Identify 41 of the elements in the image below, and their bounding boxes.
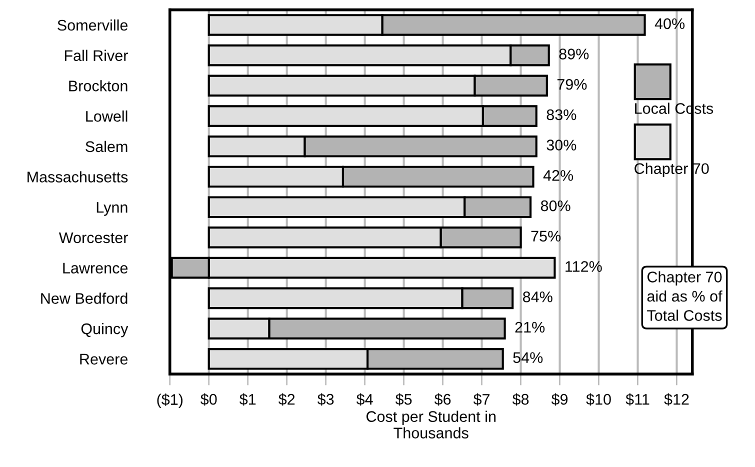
x-tick-label: $0	[200, 393, 217, 406]
x-tick-label: $4	[356, 393, 373, 406]
annotation: 89%	[559, 48, 589, 60]
x-tick-label: $1	[240, 393, 256, 406]
annotation: 21%	[515, 322, 545, 333]
y-tick-label: Worcester	[58, 232, 128, 244]
annotation: 75%	[531, 230, 561, 242]
x-tick-label: ($1)	[157, 394, 183, 408]
annotation: 112%	[566, 261, 602, 272]
y-tick-label: Lawrence	[63, 262, 128, 274]
y-tick-label: New Bedford	[41, 292, 128, 304]
x-tick-label: $8	[512, 393, 529, 406]
y-tick-label: Somerville	[58, 19, 128, 31]
y-tick-label: Lowell	[86, 110, 128, 122]
y-tick-label: Massachusetts	[28, 171, 128, 182]
x-tick-label: $7	[473, 393, 490, 406]
legend-label: Chapter 70	[634, 162, 709, 178]
x-tick-label: $6	[434, 393, 451, 406]
annotation: 30%	[546, 140, 576, 151]
x-tick-label: $5	[395, 393, 412, 406]
annotation: 54%	[513, 352, 543, 363]
annotation: 42%	[543, 170, 574, 181]
annotation: 40%	[654, 18, 685, 30]
y-tick-label: Fall River	[64, 50, 128, 62]
x-tick-label: $2	[278, 393, 295, 406]
y-tick-label: Brockton	[69, 80, 128, 92]
x-tick-label: $11	[626, 393, 650, 406]
annotation: 83%	[546, 109, 576, 120]
annotation: 84%	[523, 291, 552, 302]
annotation: Chapter 70 aid as % of Total Costs	[647, 271, 722, 321]
x-tick-label: $12	[664, 393, 689, 406]
x-axis-title: Cost per Student in Thousands	[366, 410, 496, 438]
y-tick-label: Quincy	[81, 323, 128, 338]
annotation: 80%	[540, 200, 570, 212]
annotation: 79%	[557, 78, 587, 90]
x-tick-label: $10	[586, 393, 611, 406]
x-tick-label: $3	[318, 393, 334, 406]
y-tick-label: Lynn	[96, 202, 128, 216]
y-tick-label: Revere	[80, 354, 128, 365]
y-tick-label: Salem	[86, 140, 128, 152]
x-tick-label: $9	[551, 393, 568, 406]
